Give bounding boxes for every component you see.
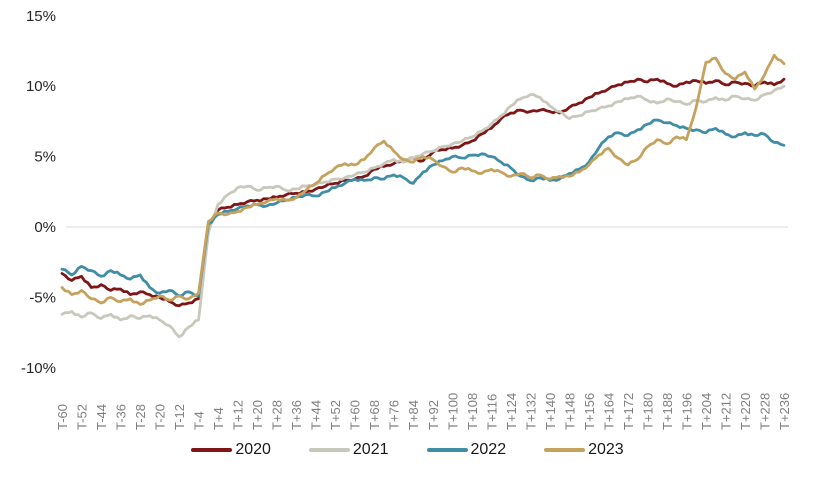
y-axis-tick-label: 0% bbox=[34, 219, 56, 236]
x-axis-tick-label: T-12 bbox=[172, 404, 187, 430]
x-axis-tick-label: T-60 bbox=[55, 404, 70, 430]
x-axis-tick-label: T+52 bbox=[328, 400, 343, 430]
legend-item-2022: 2022 bbox=[426, 441, 507, 458]
legend-label-2022: 2022 bbox=[470, 441, 507, 458]
y-axis-tick-label: -10% bbox=[21, 360, 56, 377]
y-axis-tick-label: -5% bbox=[29, 289, 56, 306]
series-line-2021 bbox=[60, 84, 786, 339]
x-axis-tick-label: T+92 bbox=[426, 400, 441, 430]
x-axis-tick-label: T+4 bbox=[211, 407, 226, 430]
x-axis-tick-label: T+180 bbox=[640, 393, 655, 430]
x-axis-tick-label: T+140 bbox=[543, 393, 558, 430]
legend-line-swatch-2023 bbox=[544, 448, 586, 452]
x-axis-tick-label: T+44 bbox=[309, 400, 324, 430]
plot-area: 15% 10% 5% 0% -5% -10% T-60 T-52 T-44 T-36 T-28 T-2… bbox=[21, 8, 792, 430]
legend-line-swatch-2022 bbox=[426, 448, 468, 452]
legend-label-2020: 2020 bbox=[235, 441, 271, 458]
x-axis-tick-label: T+68 bbox=[367, 400, 382, 430]
legend-item-2023: 2023 bbox=[544, 442, 624, 458]
legend-label-2023: 2023 bbox=[588, 441, 624, 458]
x-axis-tick-label: T-20 bbox=[153, 404, 168, 430]
x-axis-tick-label: T+116 bbox=[484, 394, 499, 430]
x-axis-tick-label: T+212 bbox=[718, 393, 733, 430]
x-axis-tick-label: T+156 bbox=[582, 393, 597, 430]
x-axis-tick-label: T+108 bbox=[465, 393, 480, 430]
legend: 2020 2021 2022 2023 bbox=[0, 442, 815, 458]
x-axis-tick-label: T+228 bbox=[757, 393, 772, 430]
x-axis-tick-label: T+20 bbox=[250, 400, 265, 430]
x-axis-tick-label: T-36 bbox=[114, 404, 129, 430]
x-axis-tick-label: T+28 bbox=[270, 400, 285, 430]
legend-item-2020: 2020 bbox=[191, 442, 271, 458]
x-axis-tick-label: T-4 bbox=[192, 411, 207, 430]
y-axis-tick-label: 15% bbox=[26, 8, 56, 25]
y-axis-tick-label: 10% bbox=[26, 78, 56, 95]
x-axis-tick-label: T+60 bbox=[348, 400, 363, 430]
x-axis-tick-label: T+100 bbox=[445, 393, 460, 430]
series-line-2023 bbox=[60, 53, 786, 306]
x-axis-tick-label: T+204 bbox=[699, 393, 714, 430]
x-axis-tick-label: T+172 bbox=[621, 393, 636, 430]
x-axis-tick-label: T+220 bbox=[738, 393, 753, 430]
x-axis-tick-label: T+164 bbox=[601, 393, 616, 430]
x-axis-tick-label: T+76 bbox=[387, 400, 402, 430]
x-axis-tick-label: T+124 bbox=[504, 393, 519, 430]
legend-line-swatch-2020 bbox=[191, 448, 233, 452]
legend-line-swatch-2021 bbox=[308, 448, 350, 452]
x-axis-tick-label: T+148 bbox=[562, 393, 577, 430]
x-axis-tick-label: T+132 bbox=[523, 393, 538, 430]
x-axis-tick-label: T+188 bbox=[660, 393, 675, 430]
x-axis-tick-label: T+84 bbox=[406, 400, 421, 430]
legend-item-2021: 2021 bbox=[308, 441, 389, 458]
x-axis-tick-label: T+12 bbox=[231, 400, 246, 430]
x-axis-tick-label: T-52 bbox=[75, 404, 90, 430]
x-axis-tick-label: T+36 bbox=[289, 400, 304, 430]
x-axis-tick-label: T+196 bbox=[679, 393, 694, 430]
x-axis-tick-label: T-44 bbox=[94, 404, 109, 430]
x-axis-tick-label: T+236 bbox=[777, 393, 792, 430]
x-axis-tick-label: T-28 bbox=[133, 404, 148, 430]
series-line-2022 bbox=[60, 118, 786, 298]
legend-label-2021: 2021 bbox=[352, 441, 389, 458]
series-line-2020 bbox=[60, 77, 786, 308]
y-axis-tick-label: 5% bbox=[34, 149, 56, 166]
